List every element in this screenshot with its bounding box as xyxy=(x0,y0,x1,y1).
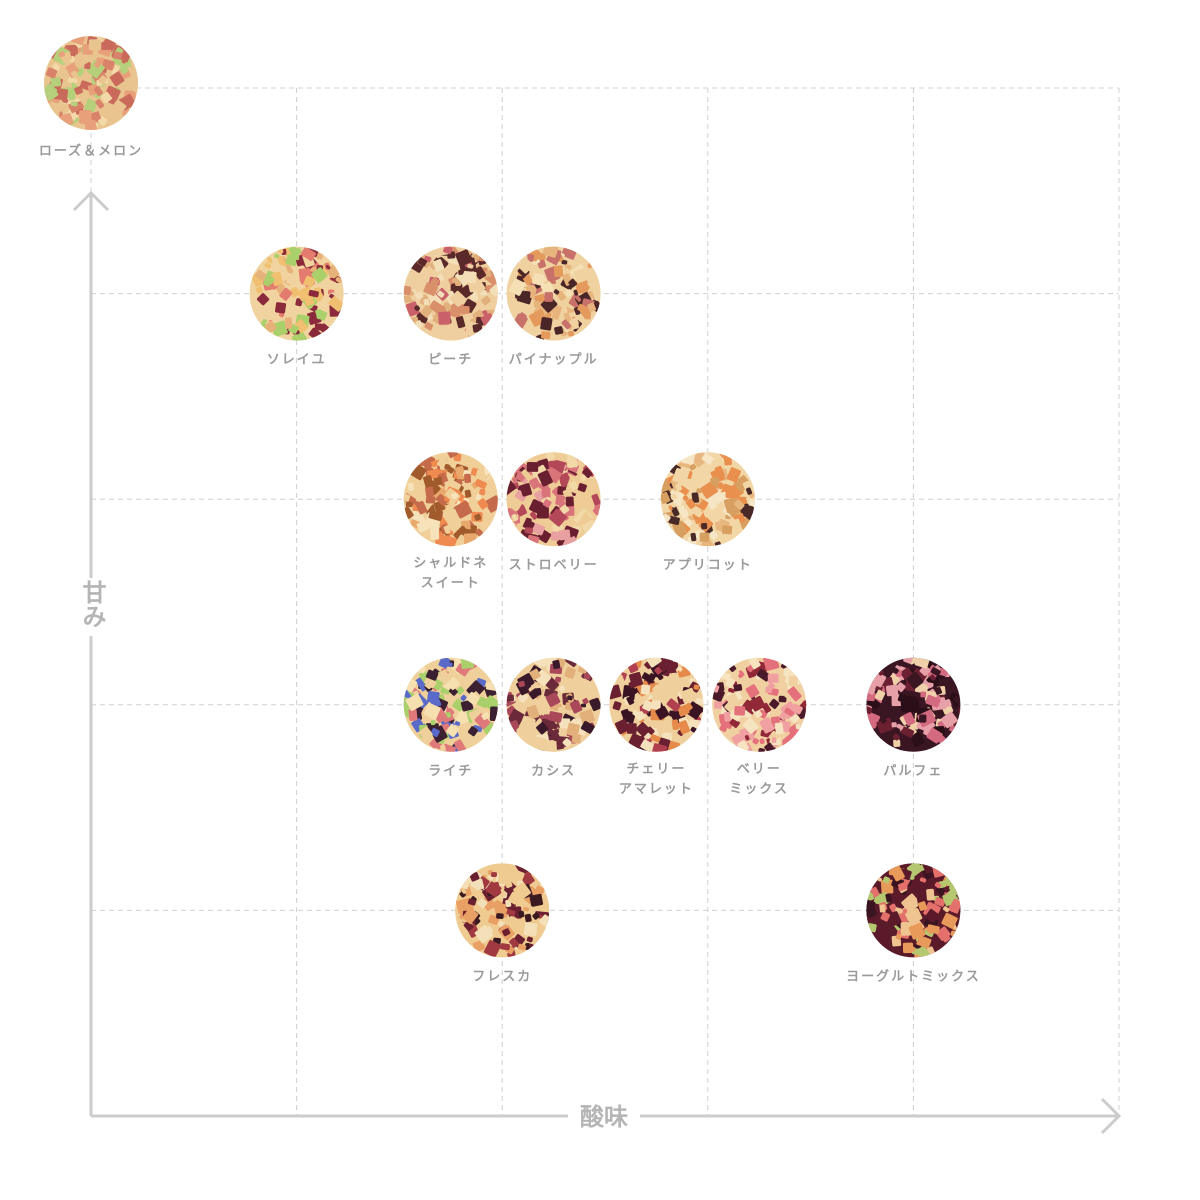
tea-point[interactable]: カシス xyxy=(500,653,602,779)
x-axis-label: 酸味 xyxy=(580,1103,628,1131)
tea-label: ローズ＆メロン xyxy=(39,143,143,159)
tea-label: ベリー xyxy=(737,762,782,777)
tea-label: ストロベリー xyxy=(509,558,599,573)
tea-label: チェリー xyxy=(626,762,686,777)
tea-point[interactable]: パイナップル xyxy=(506,243,603,368)
tea-point[interactable]: フレスカ xyxy=(454,859,553,984)
tea-label: パルフェ xyxy=(883,764,943,779)
tea-label: スイート xyxy=(421,576,481,591)
tea-point[interactable]: ソレイユ xyxy=(249,243,345,368)
tea-blend-pieces xyxy=(506,246,601,341)
tea-label: ライチ xyxy=(428,764,473,779)
tea-blend-pieces xyxy=(403,657,498,752)
tea-blend-pieces xyxy=(506,452,601,547)
y-axis-label: 甘み xyxy=(78,580,106,628)
tea-label: アマレット xyxy=(619,782,694,797)
tea-label: ミックス xyxy=(729,782,789,797)
tea-point[interactable]: ピーチ xyxy=(399,239,502,368)
tea-blend-pieces xyxy=(44,36,138,130)
tea-label: ソレイユ xyxy=(267,353,327,368)
tea-blend-pieces xyxy=(251,246,344,341)
tea-label: ピーチ xyxy=(428,353,473,368)
tea-blend-pieces xyxy=(506,657,601,752)
tea-label: アプリコット xyxy=(663,558,753,573)
tea-label: フレスカ xyxy=(472,969,532,984)
tea-point[interactable]: パルフェ xyxy=(862,652,963,779)
tea-point[interactable]: ヨーグルトミックス xyxy=(846,860,981,984)
tea-blend-pieces xyxy=(403,246,498,339)
tea-blend-pieces xyxy=(866,863,961,958)
x-axis-arrow-icon xyxy=(1100,1097,1122,1135)
y-axis-arrow-icon xyxy=(72,190,110,212)
tea-blend-pieces xyxy=(455,863,550,958)
tea-blend-pieces xyxy=(403,452,498,547)
tea-point[interactable]: ストロベリー xyxy=(499,449,605,573)
tea-point[interactable]: ローズ＆メロン xyxy=(39,30,143,159)
tea-point[interactable]: ライチ xyxy=(394,655,503,779)
tea-label: カシス xyxy=(531,764,576,779)
tea-blend-pieces xyxy=(712,657,807,752)
tea-label: パイナップル xyxy=(509,353,599,368)
tea-label: ヨーグルトミックス xyxy=(846,968,981,984)
tea-label: シャルドネ xyxy=(413,556,488,571)
tea-blend-pieces xyxy=(866,657,961,748)
tea-point[interactable]: アプリコット xyxy=(658,450,762,573)
